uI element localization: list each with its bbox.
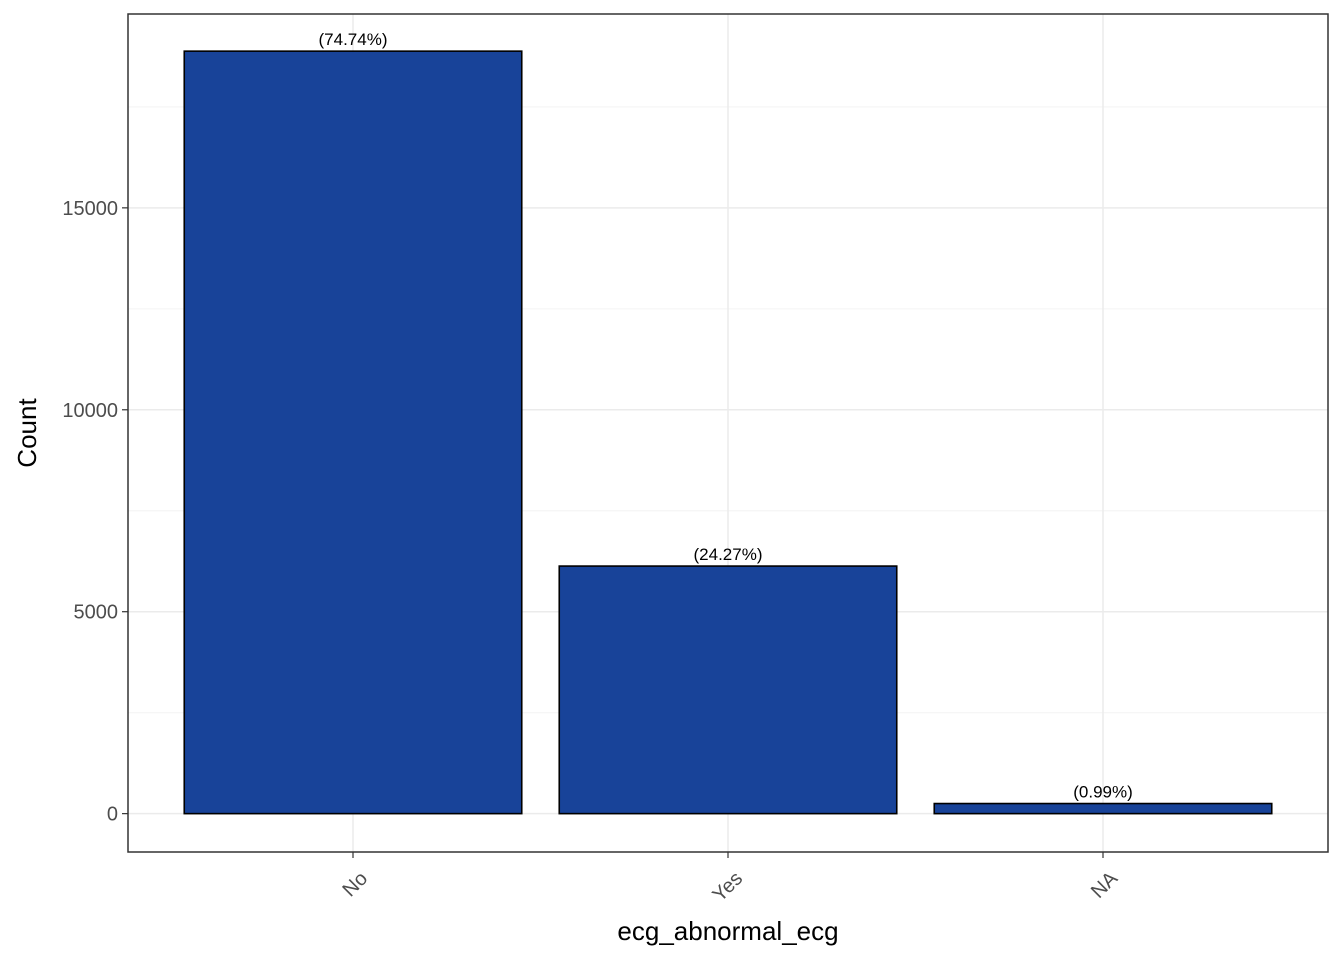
y-axis-title: Count	[12, 398, 42, 468]
bar-no	[183, 50, 523, 815]
data-label: (74.74%)	[319, 30, 388, 49]
x-tick-label: No	[339, 868, 373, 902]
y-tick-label: 10000	[62, 400, 118, 422]
data-label: (0.99%)	[1073, 783, 1133, 802]
bars	[183, 50, 1273, 815]
x-tick-label: NA	[1087, 867, 1123, 903]
data-labels: (74.74%) (24.27%) (0.99%)	[319, 30, 1133, 801]
panel-border	[127, 13, 1329, 853]
x-axis-title: ecg_abnormal_ecg	[617, 916, 838, 946]
bar-na	[933, 802, 1273, 815]
x-tick-label: Yes	[709, 868, 748, 907]
data-label: (24.27%)	[694, 545, 763, 564]
y-tick-label: 0	[107, 804, 118, 826]
y-tick-label: 15000	[62, 198, 118, 220]
y-tick-label: 5000	[74, 602, 119, 624]
x-axis-ticks: No Yes NA	[339, 852, 1123, 906]
y-axis-ticks: 0 5000 10000 15000	[62, 198, 128, 826]
bar-yes	[558, 565, 898, 815]
